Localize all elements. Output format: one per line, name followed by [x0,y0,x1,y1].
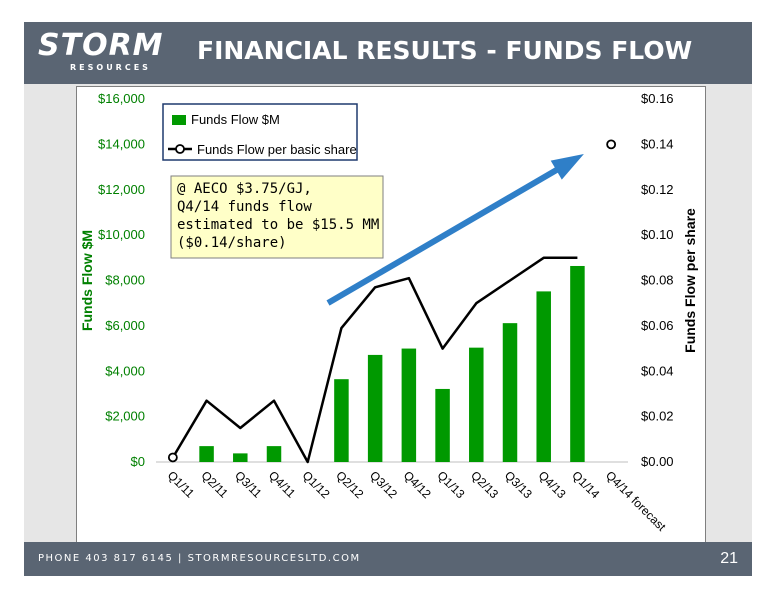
legend-box [162,103,358,161]
left-axis-ticks: $0 $2,000 $4,000 $6,000 $8,000 $10,000 $12,000… [98,91,145,469]
legend: Funds Flow $M Funds Flow per basic share [162,103,358,161]
right-tick-label: $0.00 [641,454,674,469]
x-tick-label: Q1/11 [165,468,198,501]
x-tick-label: Q4/13 [536,468,569,501]
right-axis-title: Funds Flow per share [682,208,698,353]
legend-line-label: Funds Flow per basic share [197,142,357,157]
note-box [170,175,384,259]
note-line-4: ($0.14/share) [177,235,287,251]
logo-subtitle: RESOURCES [70,63,151,72]
bar [536,291,551,462]
x-tick-label: Q1/14 [569,468,602,501]
bar [266,446,282,462]
slide-header: STORM RESOURCES FINANCIAL RESULTS - FUND… [24,22,752,84]
left-tick-label: $10,000 [98,227,145,242]
bar [334,379,349,462]
left-tick-label: $4,000 [105,363,145,378]
left-tick-label: $2,000 [105,409,145,424]
per-share-points [167,139,617,463]
right-tick-label: $0.04 [641,363,674,378]
x-tick-label: Q2/12 [333,468,366,501]
right-tick-label: $0.02 [641,409,674,424]
left-tick-label: $14,000 [98,136,145,151]
legend-line-marker [175,144,185,154]
note-line-2: Q4/14 funds flow [177,199,312,215]
legend-bar-swatch [172,115,186,125]
storm-logo: STORM RESOURCES [38,28,168,78]
right-tick-label: $0.06 [641,318,674,333]
left-tick-label: $8,000 [105,273,145,288]
forecast-note: @ AECO $3.75/GJ, Q4/14 funds flow estima… [170,175,384,259]
bar [435,388,450,462]
right-tick-label: $0.12 [641,182,674,197]
right-tick-label: $0.08 [641,273,674,288]
bar [199,446,214,462]
bar [233,453,248,462]
trend-arrow [326,154,584,306]
x-tick-label: Q4/14 forecast [603,468,669,534]
per-share-line [171,256,578,464]
left-axis-title: Funds Flow $M [79,230,95,331]
footer-contact: PHONE 403 817 6145 | STORMRESOURCESLTD.C… [38,553,361,564]
left-tick-label: $6,000 [105,318,145,333]
x-tick-label: Q4/12 [401,468,434,501]
x-tick-label: Q3/11 [232,468,265,501]
x-axis-ticks: Q1/11 Q2/11 Q3/11 Q4/11 Q1/12 Q2/12 Q3/12 Q4/12… [165,468,669,534]
legend-bar-label: Funds Flow $M [191,112,280,127]
x-tick-label: Q4/11 [266,468,299,501]
x-tick-label: Q3/13 [502,468,535,501]
x-tick-label: Q3/12 [367,468,400,501]
note-line-1: @ AECO $3.75/GJ, [177,181,312,197]
line-point [167,452,178,463]
note-line-3: estimated to be $15.5 MM [177,217,379,233]
bar [367,354,383,462]
bar [570,265,585,462]
left-tick-label: $0 [131,454,145,469]
forecast-point [606,139,617,150]
left-tick-label: $12,000 [98,182,145,197]
logo-wordmark: STORM [38,28,164,63]
left-tick-label: $16,000 [98,91,145,106]
bar [502,323,518,462]
x-tick-label: Q1/13 [434,468,467,501]
x-tick-label: Q1/12 [300,468,333,501]
right-axis-ticks: $0.00 $0.02 $0.04 $0.06 $0.08 $0.10 $0.12 $0.14… [641,91,674,469]
slide-footer: PHONE 403 817 6145 | STORMRESOURCESLTD.C… [24,542,752,576]
right-tick-label: $0.16 [641,91,674,106]
right-tick-label: $0.14 [641,136,674,151]
x-tick-label: Q2/11 [198,468,231,501]
bar [469,347,484,462]
page-number: 21 [720,550,738,567]
chart-frame [76,86,706,551]
right-tick-label: $0.10 [641,227,674,242]
funds-flow-bars [199,265,585,462]
x-tick-label: Q2/13 [468,468,501,501]
bar [401,348,417,462]
slide-title: FINANCIAL RESULTS - FUNDS FLOW [197,36,693,65]
